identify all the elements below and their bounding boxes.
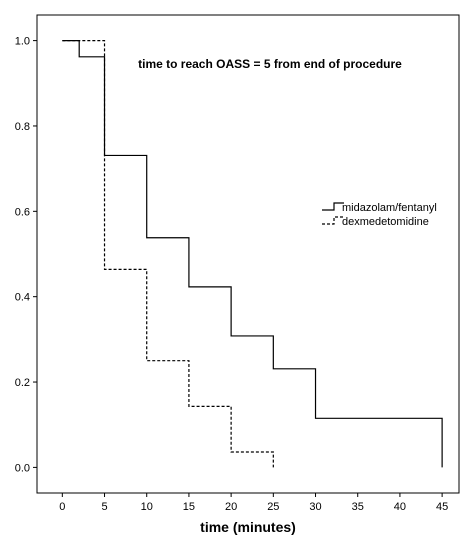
y-tick-label: 1.0 — [15, 36, 30, 48]
legend: midazolam/fentanyl dexmedetomidine — [322, 202, 437, 228]
series-midazolam-fentanyl-line — [62, 40, 443, 468]
x-tick-label: 40 — [394, 501, 406, 513]
y-tick-label: 0.8 — [15, 121, 30, 133]
series-layer — [62, 40, 443, 468]
x-tick-label: 45 — [436, 501, 448, 513]
y-tick-label: 0.4 — [15, 292, 30, 304]
x-axis-label: time (minutes) — [200, 519, 296, 535]
x-axis: 0 5 10 15 20 25 30 35 40 45 — [59, 493, 448, 513]
legend-label: dexmedetomidine — [342, 216, 429, 228]
x-tick-label: 0 — [59, 501, 65, 513]
y-tick-label: 0.6 — [15, 206, 30, 218]
plot-frame — [36, 14, 460, 494]
chart-title: time to reach OASS = 5 from end of proce… — [138, 57, 402, 71]
y-axis: 0.0 0.2 0.4 0.6 0.8 1.0 — [15, 36, 37, 474]
y-tick-label: 0.2 — [15, 377, 30, 389]
x-tick-label: 15 — [183, 501, 195, 513]
x-tick-label: 25 — [267, 501, 279, 513]
legend-label: midazolam/fentanyl — [342, 202, 437, 214]
y-tick-label: 0.0 — [15, 462, 30, 474]
x-tick-label: 30 — [309, 501, 321, 513]
legend-swatch — [322, 216, 344, 225]
x-tick-label: 35 — [352, 501, 364, 513]
legend-swatch — [322, 202, 344, 211]
series-dexmedetomidine-line — [62, 40, 274, 468]
x-tick-label: 5 — [101, 501, 107, 513]
x-tick-label: 20 — [225, 501, 237, 513]
x-tick-label: 10 — [141, 501, 153, 513]
